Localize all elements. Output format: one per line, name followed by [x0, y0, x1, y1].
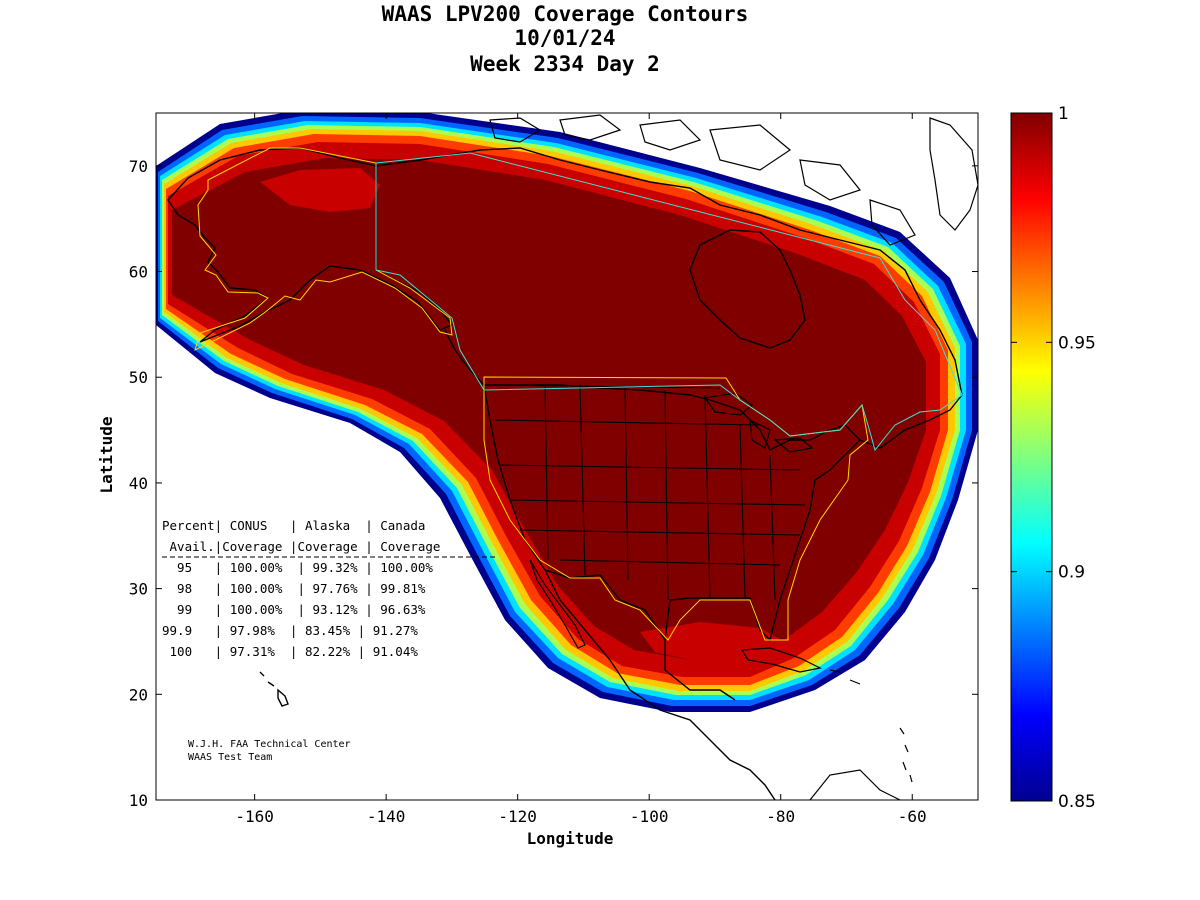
- credit-line-1: W.J.H. FAA Technical Center: [188, 739, 351, 750]
- x-tick-label: -80: [766, 807, 795, 826]
- alaska-coastline: [167, 147, 454, 343]
- x-tick-label: -60: [898, 807, 927, 826]
- caribbean-islands: [829, 669, 913, 783]
- colorbar-gradient: [1010, 112, 1053, 802]
- canada-boundary: [375, 152, 963, 452]
- contour-patch-gulf: [640, 622, 790, 662]
- coverage-table: Percent| CONUS | Alaska | Canada Avail.|…: [162, 518, 495, 659]
- baja-california: [529, 559, 586, 649]
- plot-frame: [155, 112, 979, 801]
- colorbar-tick-label: 0.85: [1058, 792, 1096, 812]
- canada-coastline: [375, 147, 963, 451]
- x-tick-label: -120: [498, 807, 537, 826]
- table-row: 100 | 97.31% | 82.22% | 91.04%: [162, 644, 418, 659]
- contour-band-100: [172, 158, 926, 660]
- y-tick-label: 70: [129, 157, 148, 176]
- title-line-2: 10/01/24: [514, 26, 615, 50]
- colorbar: 0.85 0.9 0.95 1: [1010, 104, 1096, 812]
- y-tick-label: 50: [129, 368, 148, 387]
- central-america-coastline: [544, 569, 776, 800]
- y-tick-label: 10: [129, 791, 148, 810]
- great-lakes: [703, 392, 814, 453]
- title-line-3: Week 2334 Day 2: [470, 52, 660, 76]
- map-outlines: [167, 114, 978, 800]
- arctic-islands: [489, 114, 916, 246]
- colorbar-ticks: 0.85 0.9 0.95 1: [1011, 104, 1096, 812]
- y-tick-label: 30: [129, 580, 148, 599]
- table-row: 98 | 100.00% | 97.76% | 99.81%: [162, 581, 426, 596]
- table-row: 95 | 100.00% | 99.32% | 100.00%: [162, 560, 433, 575]
- colorbar-tick-label: 0.9: [1058, 563, 1085, 583]
- x-axis-title: Longitude: [527, 829, 614, 848]
- table-row: Avail.|Coverage |Coverage | Coverage: [162, 539, 440, 554]
- colorbar-tick-label: 0.95: [1058, 333, 1096, 353]
- hawaii-islands: [259, 671, 289, 707]
- credit-line-2: WAAS Test Team: [188, 752, 272, 763]
- chart-title: WAAS LPV200 Coverage Contours 10/01/24 W…: [382, 2, 749, 76]
- x-tick-label: -140: [367, 807, 406, 826]
- y-axis-title: Latitude: [97, 416, 116, 493]
- y-tick-label: 60: [129, 263, 148, 282]
- plot-area: [155, 112, 979, 801]
- title-line-1: WAAS LPV200 Coverage Contours: [382, 2, 749, 26]
- table-row: 99.9 | 97.98% | 83.45% | 91.27%: [162, 623, 418, 638]
- y-tick-label: 20: [129, 685, 148, 704]
- credit-block: W.J.H. FAA Technical Center WAAS Test Te…: [188, 739, 351, 763]
- x-axis: -160 -140 -120 -100 -80 -60: [235, 113, 927, 826]
- hudson-bay-coastline: [689, 229, 806, 349]
- table-row: 99 | 100.00% | 93.12% | 96.63%: [162, 602, 426, 617]
- table-row: Percent| CONUS | Alaska | Canada: [162, 518, 425, 533]
- x-tick-label: -160: [235, 807, 274, 826]
- greenland-coastline: [929, 117, 978, 231]
- y-tick-label: 40: [129, 474, 148, 493]
- y-axis: 10 20 30 40 50 60 70: [129, 157, 978, 810]
- cuba-coastline: [740, 647, 822, 673]
- x-tick-label: -100: [630, 807, 669, 826]
- contour-patch-alaska-north: [260, 168, 380, 212]
- south-america-coast: [809, 769, 901, 800]
- colorbar-tick-label: 1: [1058, 104, 1069, 124]
- conus-border: [494, 384, 806, 601]
